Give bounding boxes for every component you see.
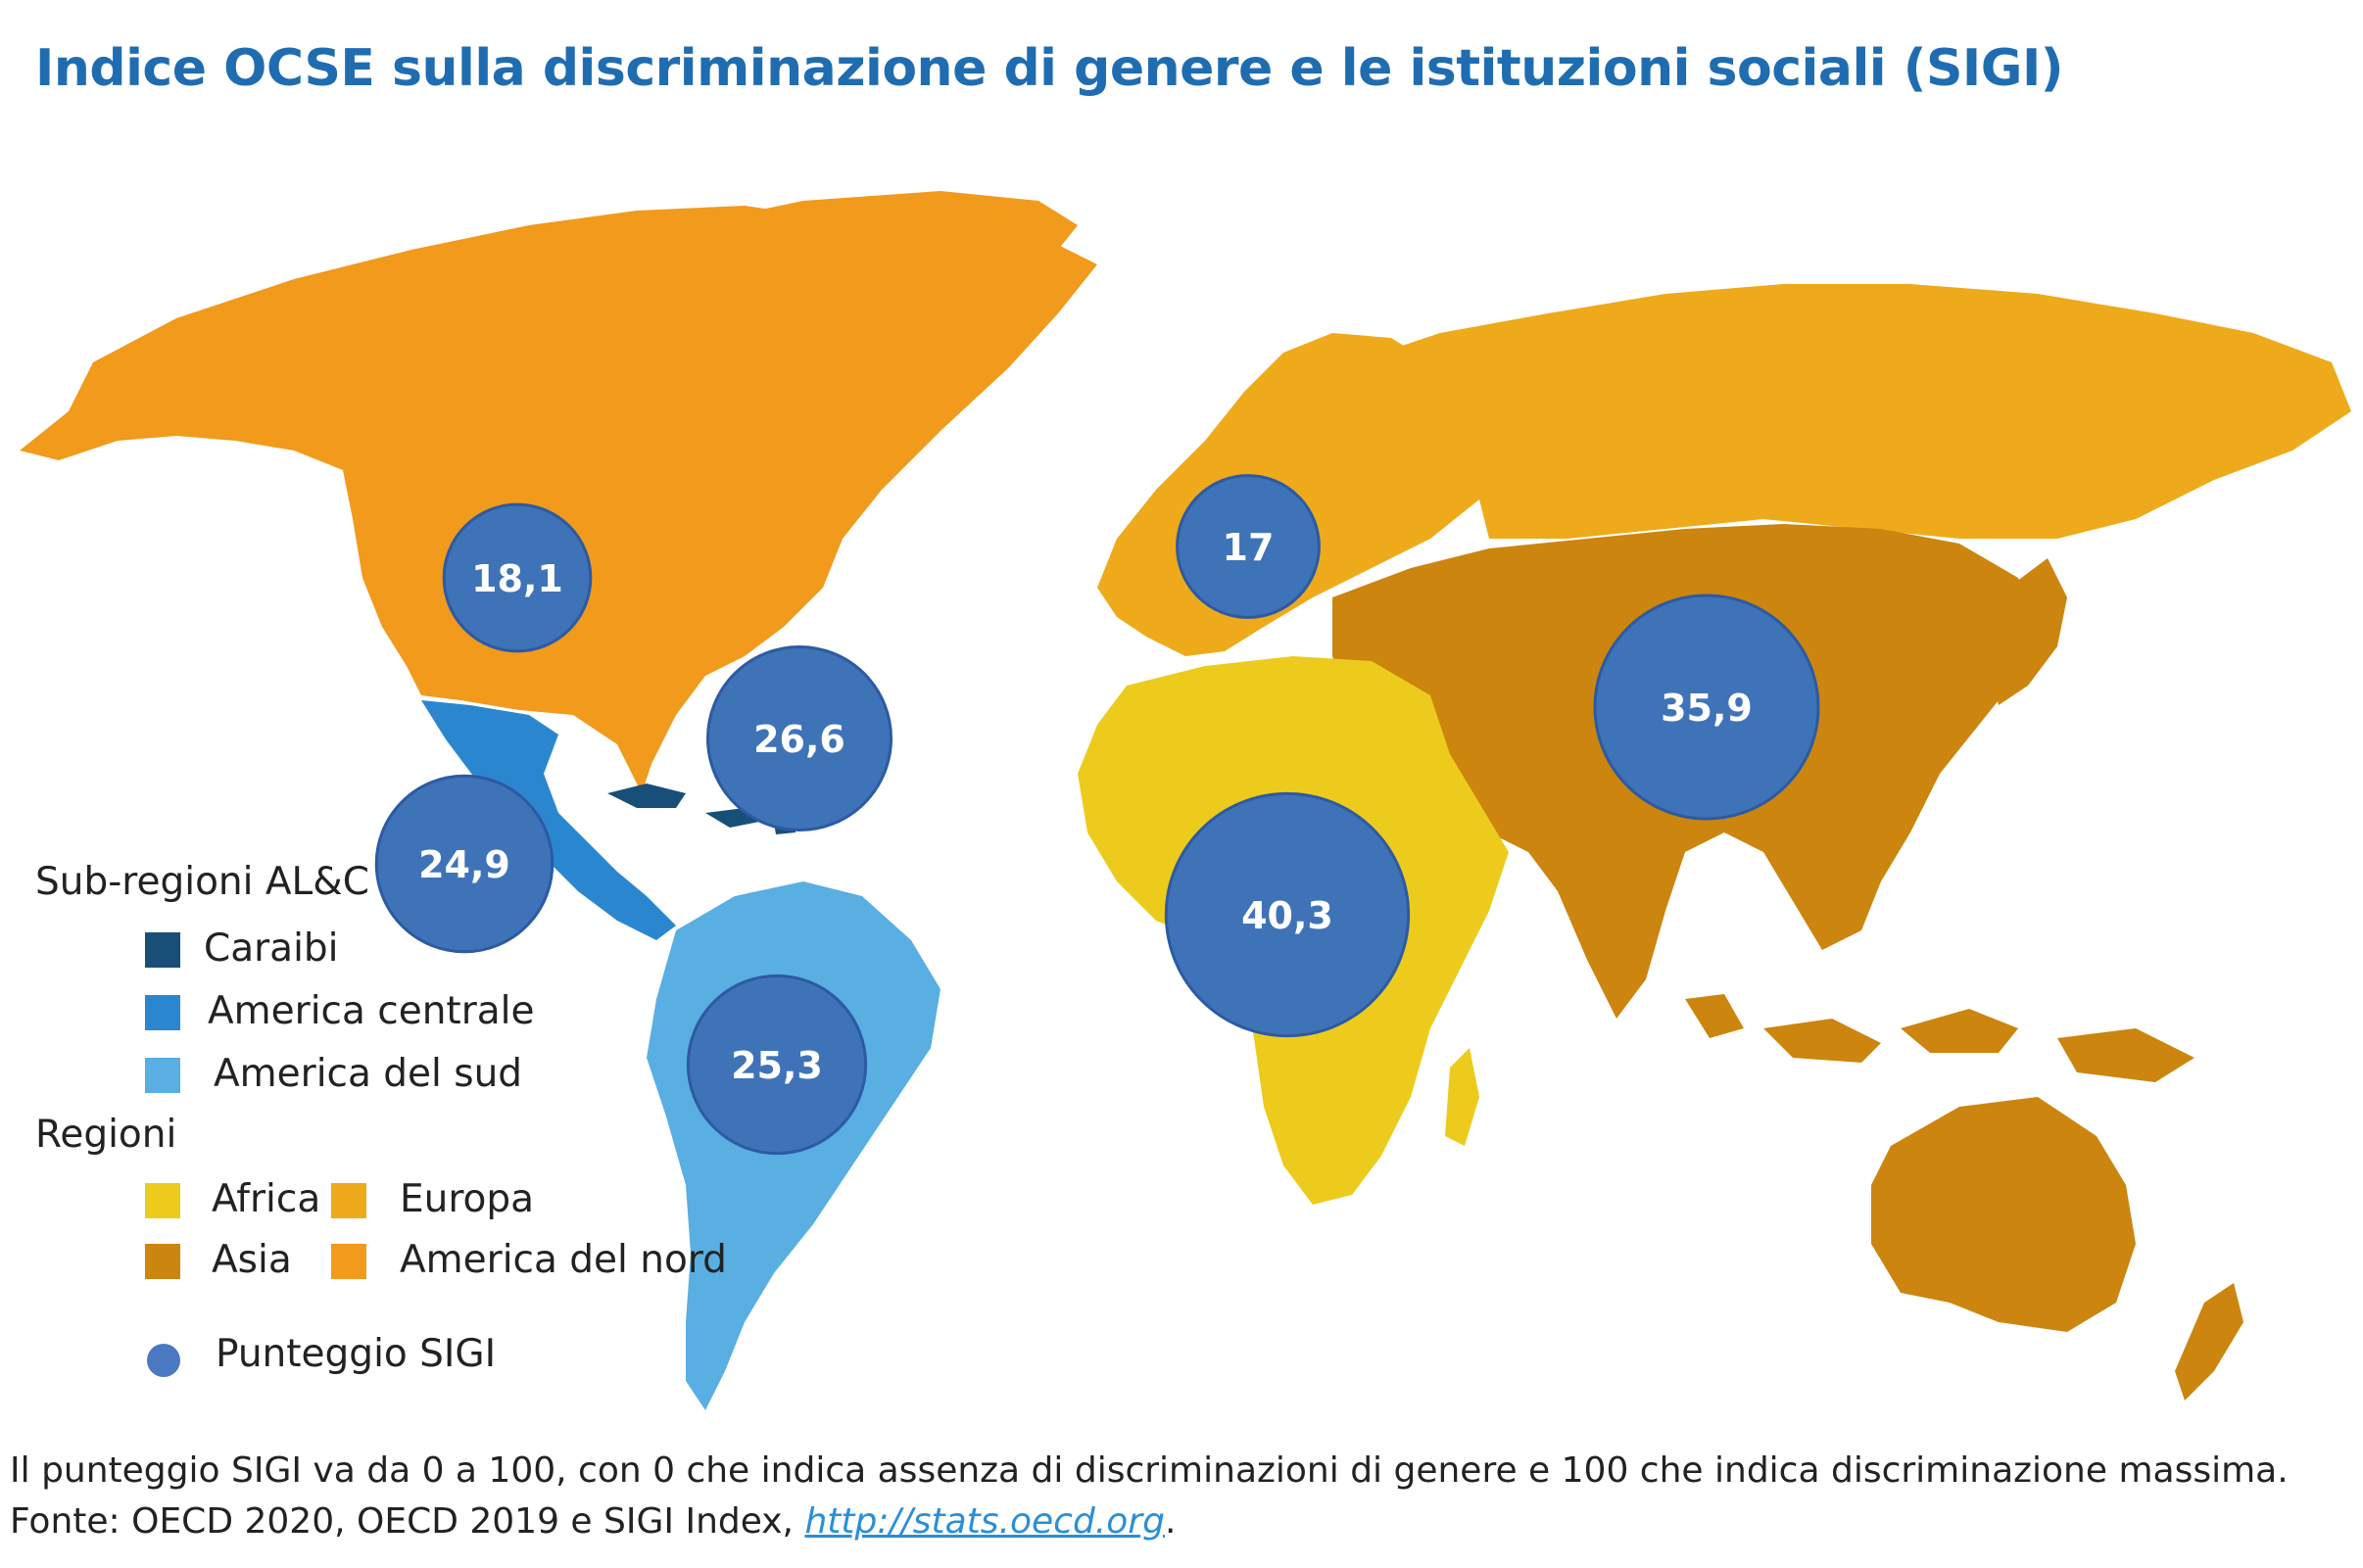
legend-asia: Asia [212,1238,292,1282]
region-giappone [1989,558,2067,705]
swatch-africa [145,1183,180,1218]
region-sud-est-asiatico [1685,994,2194,1082]
region-australia [1871,1097,2136,1332]
sigi-bubble-asia [1593,594,1820,821]
footnotes: Il punteggio SIGI va da 0 a 100, con 0 c… [10,1446,2289,1547]
swatch-america-nord [331,1244,366,1279]
legend-america-centrale: America centrale [208,989,535,1033]
region-madagascar [1445,1048,1479,1146]
region-groenlandia [686,191,1078,441]
sigi-score-africa: 40,3 [1241,894,1333,937]
legend-europa: Europa [400,1177,535,1221]
sigi-bubbles: 18,1 17 26,6 24,9 25,3 40,3 35,9 [374,474,1820,1156]
note-scale: Il punteggio SIGI va da 0 a 100, con 0 c… [10,1450,2289,1491]
swatch-asia [145,1244,180,1279]
region-america-centrale [421,700,676,940]
source-suffix: . [1164,1501,1177,1542]
world-map: 18,1 17 26,6 24,9 25,3 40,3 35,9 [20,191,2351,1410]
sigi-score-america-del-nord: 18,1 [471,557,563,600]
legend-america-nord: America del nord [400,1238,727,1282]
sigi-score-america-del-sud: 25,3 [731,1044,823,1087]
note-source: Fonte: OECD 2020, OECD 2019 e SIGI Index… [10,1497,2289,1547]
legend-punteggio-sigi: Punteggio SIGI [216,1332,497,1376]
swatch-caraibi [145,932,180,968]
legend-africa: Africa [212,1177,321,1221]
source-prefix: Fonte: OECD 2020, OECD 2019 e SIGI Index… [10,1501,805,1542]
sigi-score-asia: 35,9 [1661,687,1753,730]
sigi-bubble-america-centrale [374,774,555,954]
region-nuova-zelanda [2175,1283,2243,1401]
sigi-score-europa: 17 [1223,526,1275,569]
sigi-bubble-africa [1164,791,1411,1038]
legend-caraibi: Caraibi [204,927,339,971]
swatch-america-centrale [145,995,180,1030]
region-russia [1352,284,2351,539]
swatch-europa [331,1183,366,1218]
page-title: Indice OCSE sulla discriminazione di gen… [35,39,2064,98]
sigi-bubble-america-del-nord [442,502,593,653]
sigi-score-caraibi: 26,6 [753,718,845,761]
swatch-punteggio-sigi [147,1344,180,1377]
sigi-score-america-centrale: 24,9 [418,843,510,886]
sigi-bubble-america-del-sud [686,974,868,1156]
legend-regions-heading: Regioni [35,1113,177,1157]
sigi-bubble-europa [1176,474,1321,619]
source-link[interactable]: http://stats.oecd.org [804,1501,1165,1542]
legend-america-sud: America del sud [214,1052,523,1096]
legend-subregions-heading: Sub-regioni AL&C [35,860,369,904]
swatch-america-sud [145,1058,180,1093]
sigi-bubble-caraibi [705,644,893,832]
region-caraibi [607,784,796,834]
